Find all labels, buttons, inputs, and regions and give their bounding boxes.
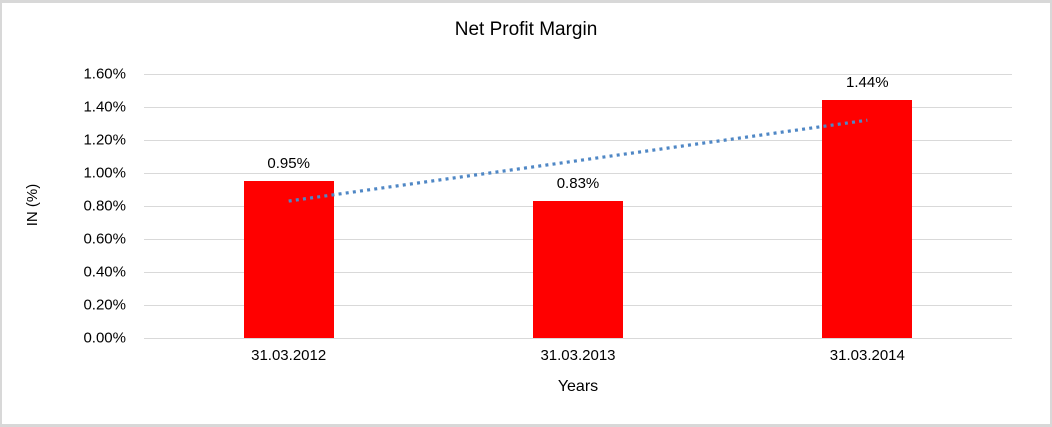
gridline [144,107,1012,108]
x-tick-label: 31.03.2012 [251,347,327,364]
y-tick-label: 1.60% [83,65,126,83]
y-tick-label: 0.00% [83,329,126,347]
gridline [144,74,1012,75]
y-tick-label: 1.20% [83,131,126,149]
gridline [144,140,1012,141]
y-tick-label: 0.60% [83,230,126,248]
data-label: 0.83% [556,175,600,193]
y-tick-label: 0.20% [83,296,126,314]
y-tick-label: 0.40% [83,263,126,281]
data-label: 1.44% [846,74,889,92]
trendline-path [288,118,868,203]
bar-31.03.2014[interactable] [822,100,913,338]
y-axis-title-text: IN (%) [24,183,41,227]
plot-area: 0.00% 0.20% 0.40% 0.60% 0.80% 1.00% 1.20% 1.40%… [83,66,1012,364]
gridline [144,338,1012,339]
bar-31.03.2012[interactable] [243,181,334,338]
gridline [144,173,1012,174]
y-tick-label: 1.00% [83,164,126,182]
chart-title: Net Profit Margin [454,19,598,40]
y-tick-label: 1.40% [83,98,126,116]
trendline[interactable] [144,74,1012,338]
y-tick-label: 0.80% [83,197,126,215]
x-tick-label: 31.03.2014 [829,347,905,364]
bar-31.03.2013[interactable] [533,201,623,338]
data-label: 0.95% [267,155,310,173]
x-tick-label: 31.03.2013 [540,347,616,364]
x-axis-title: Years [557,378,599,395]
